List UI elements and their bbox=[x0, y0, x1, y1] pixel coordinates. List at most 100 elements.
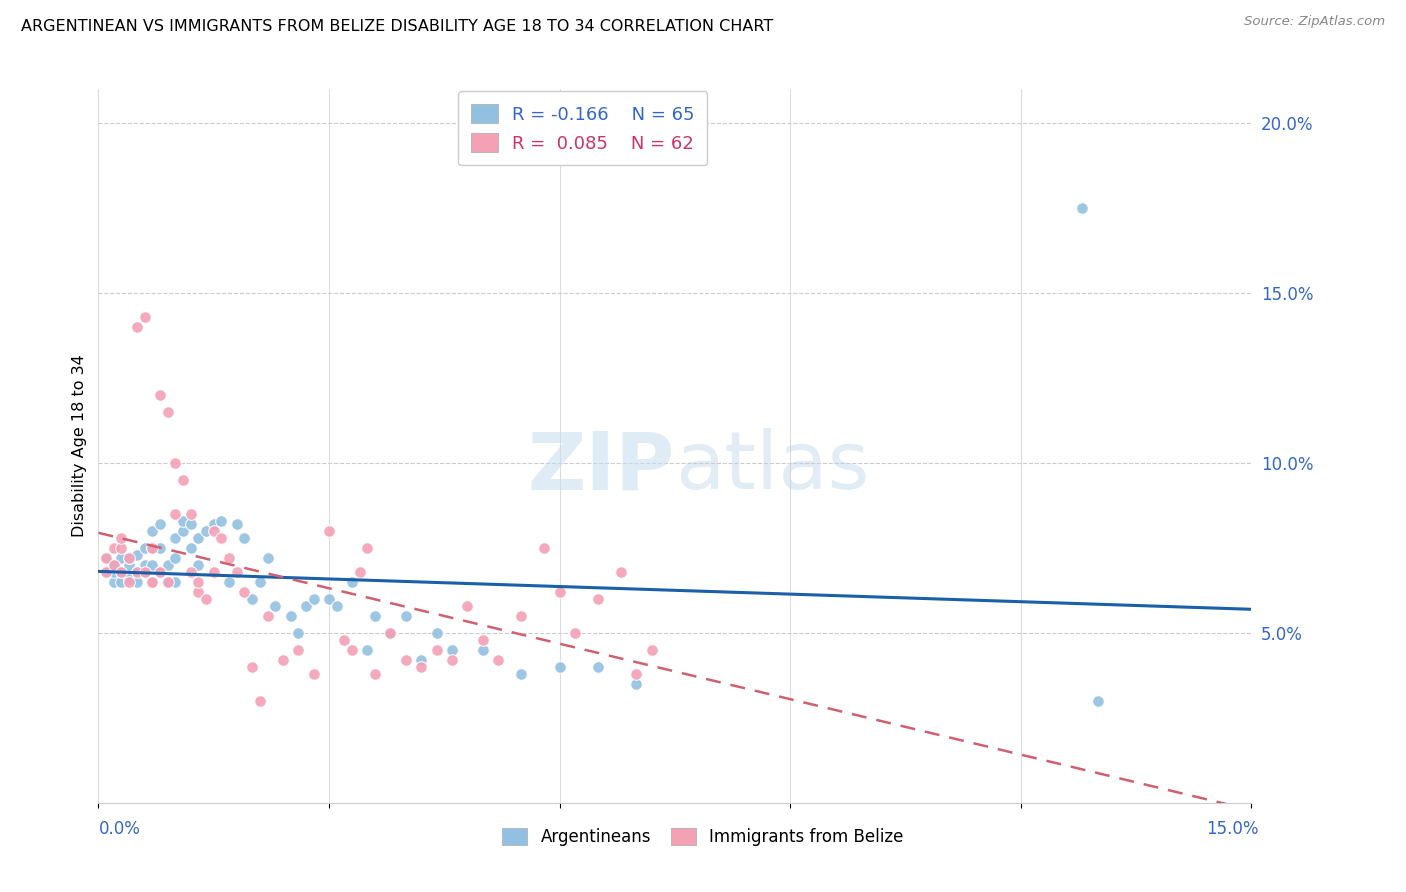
Point bbox=[149, 388, 172, 402]
Point bbox=[110, 574, 132, 589]
Point bbox=[172, 514, 194, 528]
Point bbox=[471, 632, 494, 647]
Point bbox=[141, 558, 163, 572]
Point bbox=[156, 574, 179, 589]
Point bbox=[141, 541, 163, 555]
Point bbox=[165, 574, 187, 589]
Point bbox=[134, 565, 156, 579]
Legend: R = -0.166    N = 65, R =  0.085    N = 62: R = -0.166 N = 65, R = 0.085 N = 62 bbox=[458, 91, 707, 165]
Point bbox=[302, 666, 325, 681]
Point bbox=[110, 531, 132, 545]
Point bbox=[110, 551, 132, 566]
Point bbox=[202, 524, 225, 538]
Point bbox=[94, 565, 117, 579]
Point bbox=[125, 565, 148, 579]
Point bbox=[333, 632, 356, 647]
Point bbox=[287, 643, 309, 657]
Point bbox=[280, 608, 302, 623]
Point bbox=[180, 565, 202, 579]
Point bbox=[225, 517, 247, 532]
Point bbox=[165, 456, 187, 470]
Point bbox=[586, 660, 609, 674]
Point bbox=[318, 524, 340, 538]
Point bbox=[180, 517, 202, 532]
Point bbox=[134, 565, 156, 579]
Point bbox=[180, 507, 202, 521]
Text: ARGENTINEAN VS IMMIGRANTS FROM BELIZE DISABILITY AGE 18 TO 34 CORRELATION CHART: ARGENTINEAN VS IMMIGRANTS FROM BELIZE DI… bbox=[21, 20, 773, 34]
Point bbox=[165, 551, 187, 566]
Point bbox=[187, 585, 209, 599]
Point bbox=[233, 585, 256, 599]
Point bbox=[626, 666, 648, 681]
Legend: Argentineans, Immigrants from Belize: Argentineans, Immigrants from Belize bbox=[495, 821, 911, 853]
Point bbox=[486, 653, 509, 667]
Point bbox=[426, 626, 449, 640]
Point bbox=[149, 565, 172, 579]
Point bbox=[411, 660, 433, 674]
Point bbox=[125, 320, 148, 334]
Point bbox=[364, 666, 387, 681]
Point bbox=[202, 565, 225, 579]
Point bbox=[180, 541, 202, 555]
Point bbox=[426, 643, 449, 657]
Point bbox=[118, 574, 141, 589]
Point bbox=[141, 574, 163, 589]
Point bbox=[187, 531, 209, 545]
Point bbox=[395, 608, 418, 623]
Point bbox=[610, 565, 633, 579]
Point bbox=[103, 558, 125, 572]
Point bbox=[156, 405, 179, 419]
Point bbox=[548, 660, 571, 674]
Point bbox=[225, 565, 247, 579]
Point bbox=[149, 541, 172, 555]
Point bbox=[125, 574, 148, 589]
Point bbox=[364, 608, 387, 623]
Point bbox=[195, 524, 218, 538]
Point bbox=[340, 574, 363, 589]
Point bbox=[471, 643, 494, 657]
Text: 15.0%: 15.0% bbox=[1206, 820, 1258, 838]
Point bbox=[295, 599, 318, 613]
Point bbox=[134, 541, 156, 555]
Point bbox=[209, 514, 232, 528]
Point bbox=[380, 626, 402, 640]
Point bbox=[325, 599, 347, 613]
Point bbox=[1087, 694, 1109, 708]
Point bbox=[440, 653, 463, 667]
Point bbox=[202, 517, 225, 532]
Point bbox=[240, 660, 263, 674]
Point bbox=[456, 599, 478, 613]
Text: atlas: atlas bbox=[675, 428, 869, 507]
Point bbox=[94, 551, 117, 566]
Point bbox=[172, 524, 194, 538]
Point bbox=[118, 551, 141, 566]
Point bbox=[318, 591, 340, 606]
Point bbox=[271, 653, 294, 667]
Point bbox=[118, 551, 141, 566]
Point bbox=[103, 558, 125, 572]
Point bbox=[340, 643, 363, 657]
Point bbox=[356, 541, 378, 555]
Point bbox=[165, 507, 187, 521]
Point bbox=[141, 524, 163, 538]
Point bbox=[149, 517, 172, 532]
Point bbox=[141, 574, 163, 589]
Point bbox=[110, 541, 132, 555]
Point bbox=[564, 626, 586, 640]
Point bbox=[103, 565, 125, 579]
Point bbox=[233, 531, 256, 545]
Point bbox=[510, 666, 533, 681]
Point bbox=[209, 531, 232, 545]
Point bbox=[156, 574, 179, 589]
Text: Source: ZipAtlas.com: Source: ZipAtlas.com bbox=[1244, 15, 1385, 28]
Point bbox=[440, 643, 463, 657]
Point bbox=[125, 565, 148, 579]
Point bbox=[287, 626, 309, 640]
Point bbox=[256, 608, 278, 623]
Point bbox=[156, 558, 179, 572]
Point bbox=[103, 541, 125, 555]
Point bbox=[187, 558, 209, 572]
Point bbox=[218, 574, 240, 589]
Point bbox=[510, 608, 533, 623]
Point bbox=[586, 591, 609, 606]
